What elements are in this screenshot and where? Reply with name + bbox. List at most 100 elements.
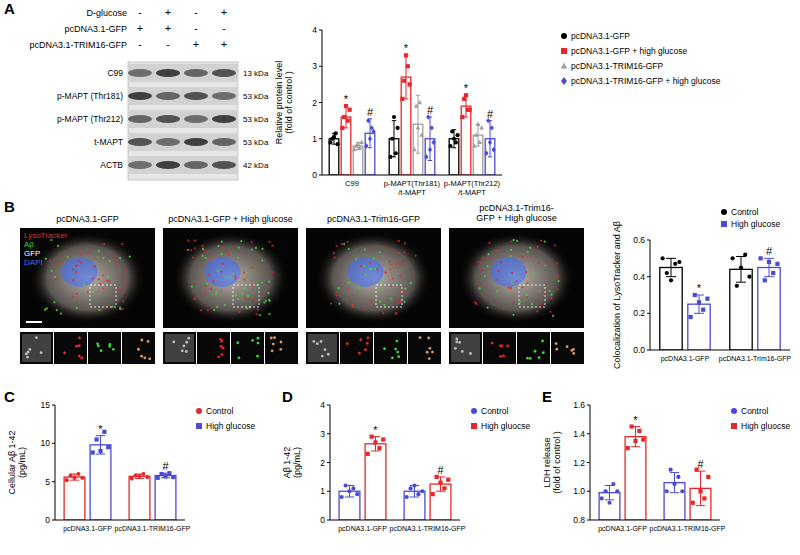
inset-dot	[500, 345, 503, 348]
inset-gfp	[308, 334, 337, 362]
inset-bg	[340, 332, 373, 364]
abeta-dot	[531, 303, 533, 305]
data-point	[706, 475, 710, 479]
blot-band	[128, 138, 152, 146]
abeta-dot	[243, 287, 245, 289]
error-cap	[416, 153, 420, 154]
blot-band	[156, 138, 180, 146]
inset-dot	[63, 352, 66, 355]
lyso-dot	[497, 270, 499, 272]
lyso-dot	[537, 246, 539, 248]
lyso-dot	[257, 308, 259, 310]
error-line	[635, 427, 636, 447]
data-point	[665, 489, 669, 493]
abeta-dot	[215, 293, 217, 295]
lyso-dot	[124, 281, 126, 283]
lyso-dot	[121, 308, 123, 310]
data-point	[340, 495, 344, 499]
figure: AD-glucose-+-+pcDNA3.1-GFP++--pcDNA3.1-T…	[0, 0, 800, 555]
abeta-dot	[202, 248, 204, 250]
lyso-dot	[351, 306, 353, 308]
inset-dot	[221, 353, 224, 356]
data-point	[763, 278, 767, 282]
data-point	[611, 482, 615, 486]
lyso-dot	[403, 251, 405, 253]
data-point	[472, 143, 477, 147]
inset-dot	[181, 349, 184, 352]
abeta-dot	[51, 270, 53, 272]
zoom-box	[376, 285, 402, 307]
abeta-dot	[235, 294, 237, 296]
data-point	[680, 489, 684, 493]
data-point	[396, 126, 400, 130]
lyso-dot	[238, 311, 240, 313]
data-point	[328, 140, 332, 144]
data-point	[479, 125, 484, 129]
abeta-dot	[487, 306, 489, 308]
error-cap	[764, 258, 774, 259]
lyso-dot	[510, 287, 512, 289]
abeta-dot	[217, 245, 219, 247]
lyso-dot	[404, 290, 406, 292]
data-point	[76, 472, 80, 476]
lyso-dot	[536, 310, 538, 312]
data-point	[669, 278, 673, 282]
bar	[660, 268, 682, 351]
lyso-dot	[496, 279, 498, 281]
y-tick	[327, 433, 330, 434]
blot-band	[212, 138, 236, 146]
inset-dot	[359, 338, 362, 341]
y-tick-label: 15	[41, 400, 51, 410]
inset-dot	[108, 345, 111, 348]
y-tick	[319, 30, 322, 31]
data-point	[488, 140, 492, 145]
data-point	[372, 129, 376, 134]
data-point	[665, 271, 669, 275]
y-tick	[319, 138, 322, 139]
y-tick-label: 2	[312, 98, 317, 108]
lyso-dot	[204, 290, 206, 292]
error-cap	[368, 147, 372, 148]
text-line: Aβ 1-42	[282, 447, 292, 479]
data-point	[351, 486, 355, 490]
inset-dot	[454, 347, 457, 350]
data-point	[65, 478, 69, 482]
x-tick-label: pcDNA3.1-GFP	[338, 525, 387, 533]
abeta-dot	[558, 280, 560, 282]
cell-body	[316, 232, 432, 324]
error-cap	[631, 446, 640, 447]
lyso-dot	[526, 282, 528, 284]
band-label: ACTB	[100, 160, 123, 170]
y-tick-label: 0	[320, 515, 325, 525]
lyso-dot	[94, 266, 96, 268]
data-point	[607, 501, 611, 505]
y-label: LDH release(fold of control )	[542, 431, 562, 494]
abeta-dot	[372, 258, 374, 260]
abeta-dot	[247, 295, 249, 297]
error-cap	[764, 276, 774, 277]
y-tick	[52, 520, 55, 521]
data-point	[735, 284, 739, 288]
lyso-dot	[333, 252, 335, 254]
lyso-dot	[511, 272, 513, 274]
data-point	[702, 496, 706, 500]
inset-dot	[237, 356, 240, 359]
legend-marker	[561, 33, 567, 39]
band-size: 53 kDa	[243, 138, 269, 147]
legend-marker	[196, 408, 202, 414]
blot-membrane	[128, 62, 238, 180]
data-point	[468, 108, 472, 112]
abeta-dot	[267, 292, 269, 294]
lyso-dot	[510, 241, 512, 243]
y-tick	[327, 462, 330, 463]
blot-band	[184, 138, 208, 146]
blot-band	[128, 115, 152, 123]
inset-dot	[321, 355, 324, 358]
lyso-dot	[106, 279, 108, 281]
abeta-dot	[224, 304, 226, 306]
error-cap	[736, 282, 746, 283]
lyso-dot	[414, 255, 416, 257]
lyso-dot	[92, 278, 94, 280]
data-point	[462, 97, 466, 101]
lyso-dot	[212, 280, 214, 282]
